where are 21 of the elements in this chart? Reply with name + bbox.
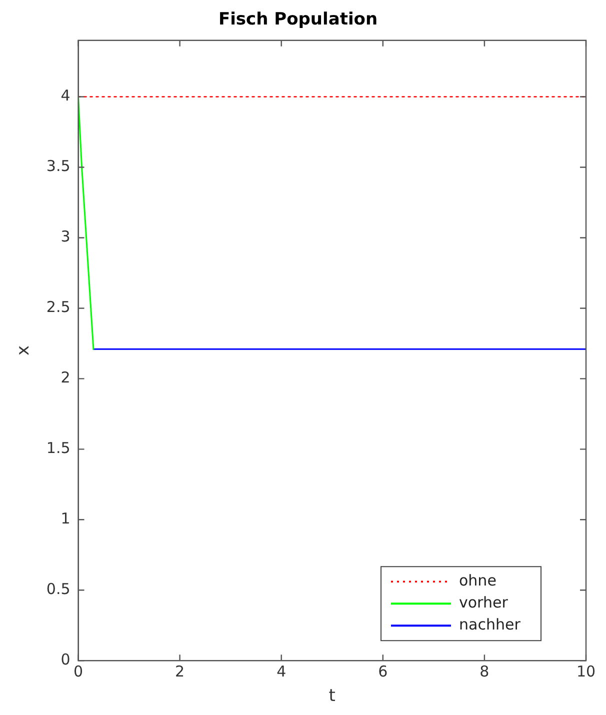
chart-title: Fisch Population (218, 10, 378, 30)
legend-label: nachher (459, 615, 522, 634)
x-tick-label: 0 (73, 662, 84, 680)
y-tick-label: 2.5 (46, 298, 70, 316)
y-tick-label: 0.5 (46, 580, 70, 598)
x-tick-label: 4 (276, 662, 286, 680)
y-tick-label: 3.5 (46, 157, 70, 176)
legend-label: ohne (459, 571, 496, 590)
y-tick-label: 1 (60, 510, 70, 528)
y-axis-title: x (14, 345, 34, 356)
y-tick-label: 3 (60, 228, 70, 246)
x-tick-label: 6 (378, 662, 388, 680)
y-tick-label: 2 (60, 368, 70, 387)
x-tick-label: 2 (175, 662, 185, 680)
x-tick-label: 10 (576, 662, 596, 680)
legend-label: vorher (459, 593, 509, 612)
y-tick-label: 4 (60, 86, 70, 105)
x-tick-label: 8 (480, 662, 490, 680)
y-tick-label: 1.5 (46, 439, 70, 458)
y-tick-label: 0 (60, 650, 70, 668)
x-axis-title: t (328, 686, 336, 706)
